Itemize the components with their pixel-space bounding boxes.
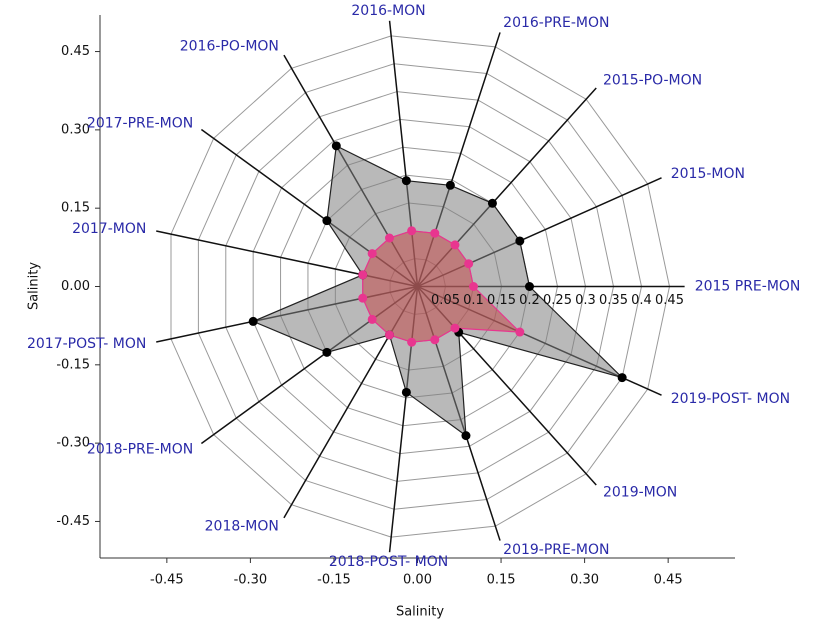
- radar-ring: [197, 63, 643, 510]
- radar-ring: [225, 91, 615, 482]
- y-tick-label: 0.15: [61, 201, 90, 216]
- radar-point: [367, 249, 377, 259]
- x-tick-label: 0.45: [654, 573, 683, 588]
- radar-point: [385, 330, 394, 340]
- radial-tick-label: 0.45: [655, 293, 684, 308]
- radar-point: [487, 198, 497, 208]
- radar-point: [469, 282, 478, 291]
- category-label: 2016-PRE-MON: [503, 15, 609, 31]
- category-label: 2019-PRE-MON: [503, 542, 609, 558]
- radial-tick-label: 0.2: [519, 293, 540, 308]
- radar-point: [461, 431, 471, 441]
- radar-point: [525, 282, 534, 291]
- radar-point: [331, 141, 341, 151]
- radar-point: [401, 176, 411, 186]
- radial-tick-label: 0.05: [431, 293, 460, 308]
- radar-point: [450, 323, 460, 333]
- y-tick-label: 0.30: [61, 122, 90, 137]
- x-axis-title: Salinity: [396, 605, 444, 620]
- category-label: 2017-PRE-MON: [87, 116, 193, 132]
- x-tick-label: -0.15: [317, 573, 351, 588]
- radial-tick-label: 0.3: [575, 293, 596, 308]
- radar-point: [450, 240, 460, 250]
- radial-tick-label: 0.35: [599, 293, 628, 308]
- radar-point: [430, 228, 440, 238]
- radar-point: [322, 347, 332, 357]
- category-label: 2017-POST- MON: [27, 336, 146, 352]
- radar-point: [407, 337, 417, 347]
- category-label: 2019-POST- MON: [671, 391, 790, 407]
- x-tick-label: 0.30: [570, 573, 599, 588]
- radar-point: [515, 327, 525, 337]
- category-label: 2018-PRE-MON: [87, 441, 193, 457]
- x-tick-label: -0.30: [234, 573, 268, 588]
- radial-tick-label: 0.4: [631, 293, 652, 308]
- y-tick-label: 0.00: [61, 279, 90, 294]
- category-label: 2015-MON: [671, 166, 745, 182]
- x-tick-label: 0.00: [403, 573, 432, 588]
- category-label: 2017-MON: [72, 221, 146, 237]
- radar-point: [385, 233, 394, 243]
- radar-point: [322, 216, 332, 226]
- radial-tick-label: 0.25: [543, 293, 572, 308]
- radar-ring: [170, 35, 671, 538]
- radar-ring: [252, 118, 587, 455]
- category-label: 2015 PRE-MON: [695, 279, 801, 295]
- category-label: 2019-MON: [603, 484, 677, 500]
- y-tick-label: -0.45: [56, 514, 90, 529]
- radar-point: [248, 316, 258, 326]
- radar-ring: [280, 146, 559, 427]
- radar-point: [358, 270, 368, 280]
- radar-point: [407, 226, 417, 236]
- radial-tick-label: 0.1: [463, 293, 484, 308]
- y-tick-label: 0.45: [61, 44, 90, 59]
- category-label: 2016-MON: [351, 3, 425, 19]
- x-tick-label: 0.15: [487, 573, 516, 588]
- radar-point: [367, 314, 377, 324]
- radar-point: [430, 335, 440, 345]
- y-axis-title: Salinity: [27, 262, 42, 310]
- radar-point: [617, 373, 627, 383]
- category-label: 2016-PO-MON: [180, 38, 279, 54]
- category-label: 2018-MON: [205, 519, 279, 535]
- x-tick-label: -0.45: [150, 573, 184, 588]
- category-label: 2018-POST- MON: [329, 554, 448, 570]
- y-tick-label: -0.15: [56, 357, 90, 372]
- radar-point: [464, 259, 474, 269]
- radar-area: [362, 230, 522, 343]
- radar-point: [401, 387, 411, 397]
- y-tick-label: -0.30: [56, 436, 90, 451]
- radar-point: [515, 236, 525, 246]
- radar-point: [358, 293, 368, 303]
- radial-tick-label: 0.15: [487, 293, 516, 308]
- radar-point: [445, 180, 455, 190]
- radar-ring: [307, 174, 531, 399]
- category-label: 2015-PO-MON: [603, 73, 702, 89]
